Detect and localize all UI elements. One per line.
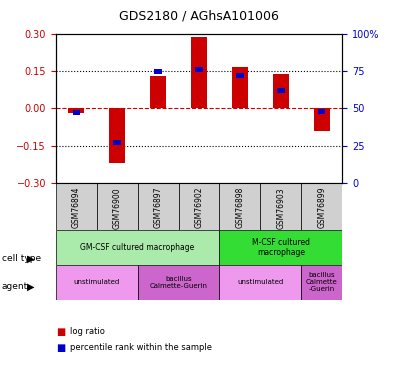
Bar	[195, 67, 203, 72]
Bar	[232, 68, 248, 108]
Text: GSM76900: GSM76900	[113, 187, 122, 229]
Bar	[318, 109, 326, 114]
Bar	[277, 88, 285, 93]
Bar	[236, 73, 244, 78]
Bar	[113, 140, 121, 146]
Bar	[314, 108, 330, 131]
Bar	[68, 108, 84, 114]
Bar	[273, 74, 289, 108]
Text: cell type: cell type	[2, 254, 41, 263]
Text: bacillus
Calmette
-Guerin: bacillus Calmette -Guerin	[306, 273, 338, 292]
Text: GSM76898: GSM76898	[236, 187, 244, 228]
Text: GSM76902: GSM76902	[195, 187, 203, 228]
FancyBboxPatch shape	[301, 265, 342, 300]
Text: GDS2180 / AGhsA101006: GDS2180 / AGhsA101006	[119, 9, 279, 22]
Text: percentile rank within the sample: percentile rank within the sample	[70, 344, 212, 352]
Text: log ratio: log ratio	[70, 327, 105, 336]
Text: agent: agent	[2, 282, 28, 291]
FancyBboxPatch shape	[97, 183, 138, 230]
FancyBboxPatch shape	[56, 230, 219, 265]
FancyBboxPatch shape	[301, 183, 342, 230]
Text: ■: ■	[56, 327, 65, 337]
Text: bacillus
Calmette-Guerin: bacillus Calmette-Guerin	[150, 276, 207, 289]
Text: GSM76894: GSM76894	[72, 187, 81, 228]
Text: M-CSF cultured
macrophage: M-CSF cultured macrophage	[252, 238, 310, 257]
FancyBboxPatch shape	[219, 230, 342, 265]
FancyBboxPatch shape	[260, 183, 301, 230]
Bar	[109, 108, 125, 163]
Bar	[154, 69, 162, 74]
Text: unstimulated: unstimulated	[74, 279, 120, 285]
Text: GSM76903: GSM76903	[276, 187, 285, 229]
Bar	[72, 111, 80, 116]
Text: ■: ■	[56, 343, 65, 353]
Text: ▶: ▶	[27, 254, 35, 264]
Bar	[191, 38, 207, 108]
FancyBboxPatch shape	[56, 183, 97, 230]
Text: GSM76897: GSM76897	[154, 187, 162, 228]
FancyBboxPatch shape	[138, 183, 179, 230]
Text: unstimulated: unstimulated	[237, 279, 283, 285]
FancyBboxPatch shape	[179, 183, 219, 230]
FancyBboxPatch shape	[219, 183, 260, 230]
Bar	[150, 76, 166, 108]
Text: GSM76899: GSM76899	[317, 187, 326, 228]
FancyBboxPatch shape	[56, 265, 138, 300]
Text: GM-CSF cultured macrophage: GM-CSF cultured macrophage	[80, 243, 195, 252]
Text: ▶: ▶	[27, 282, 35, 292]
FancyBboxPatch shape	[138, 265, 219, 300]
FancyBboxPatch shape	[219, 265, 301, 300]
